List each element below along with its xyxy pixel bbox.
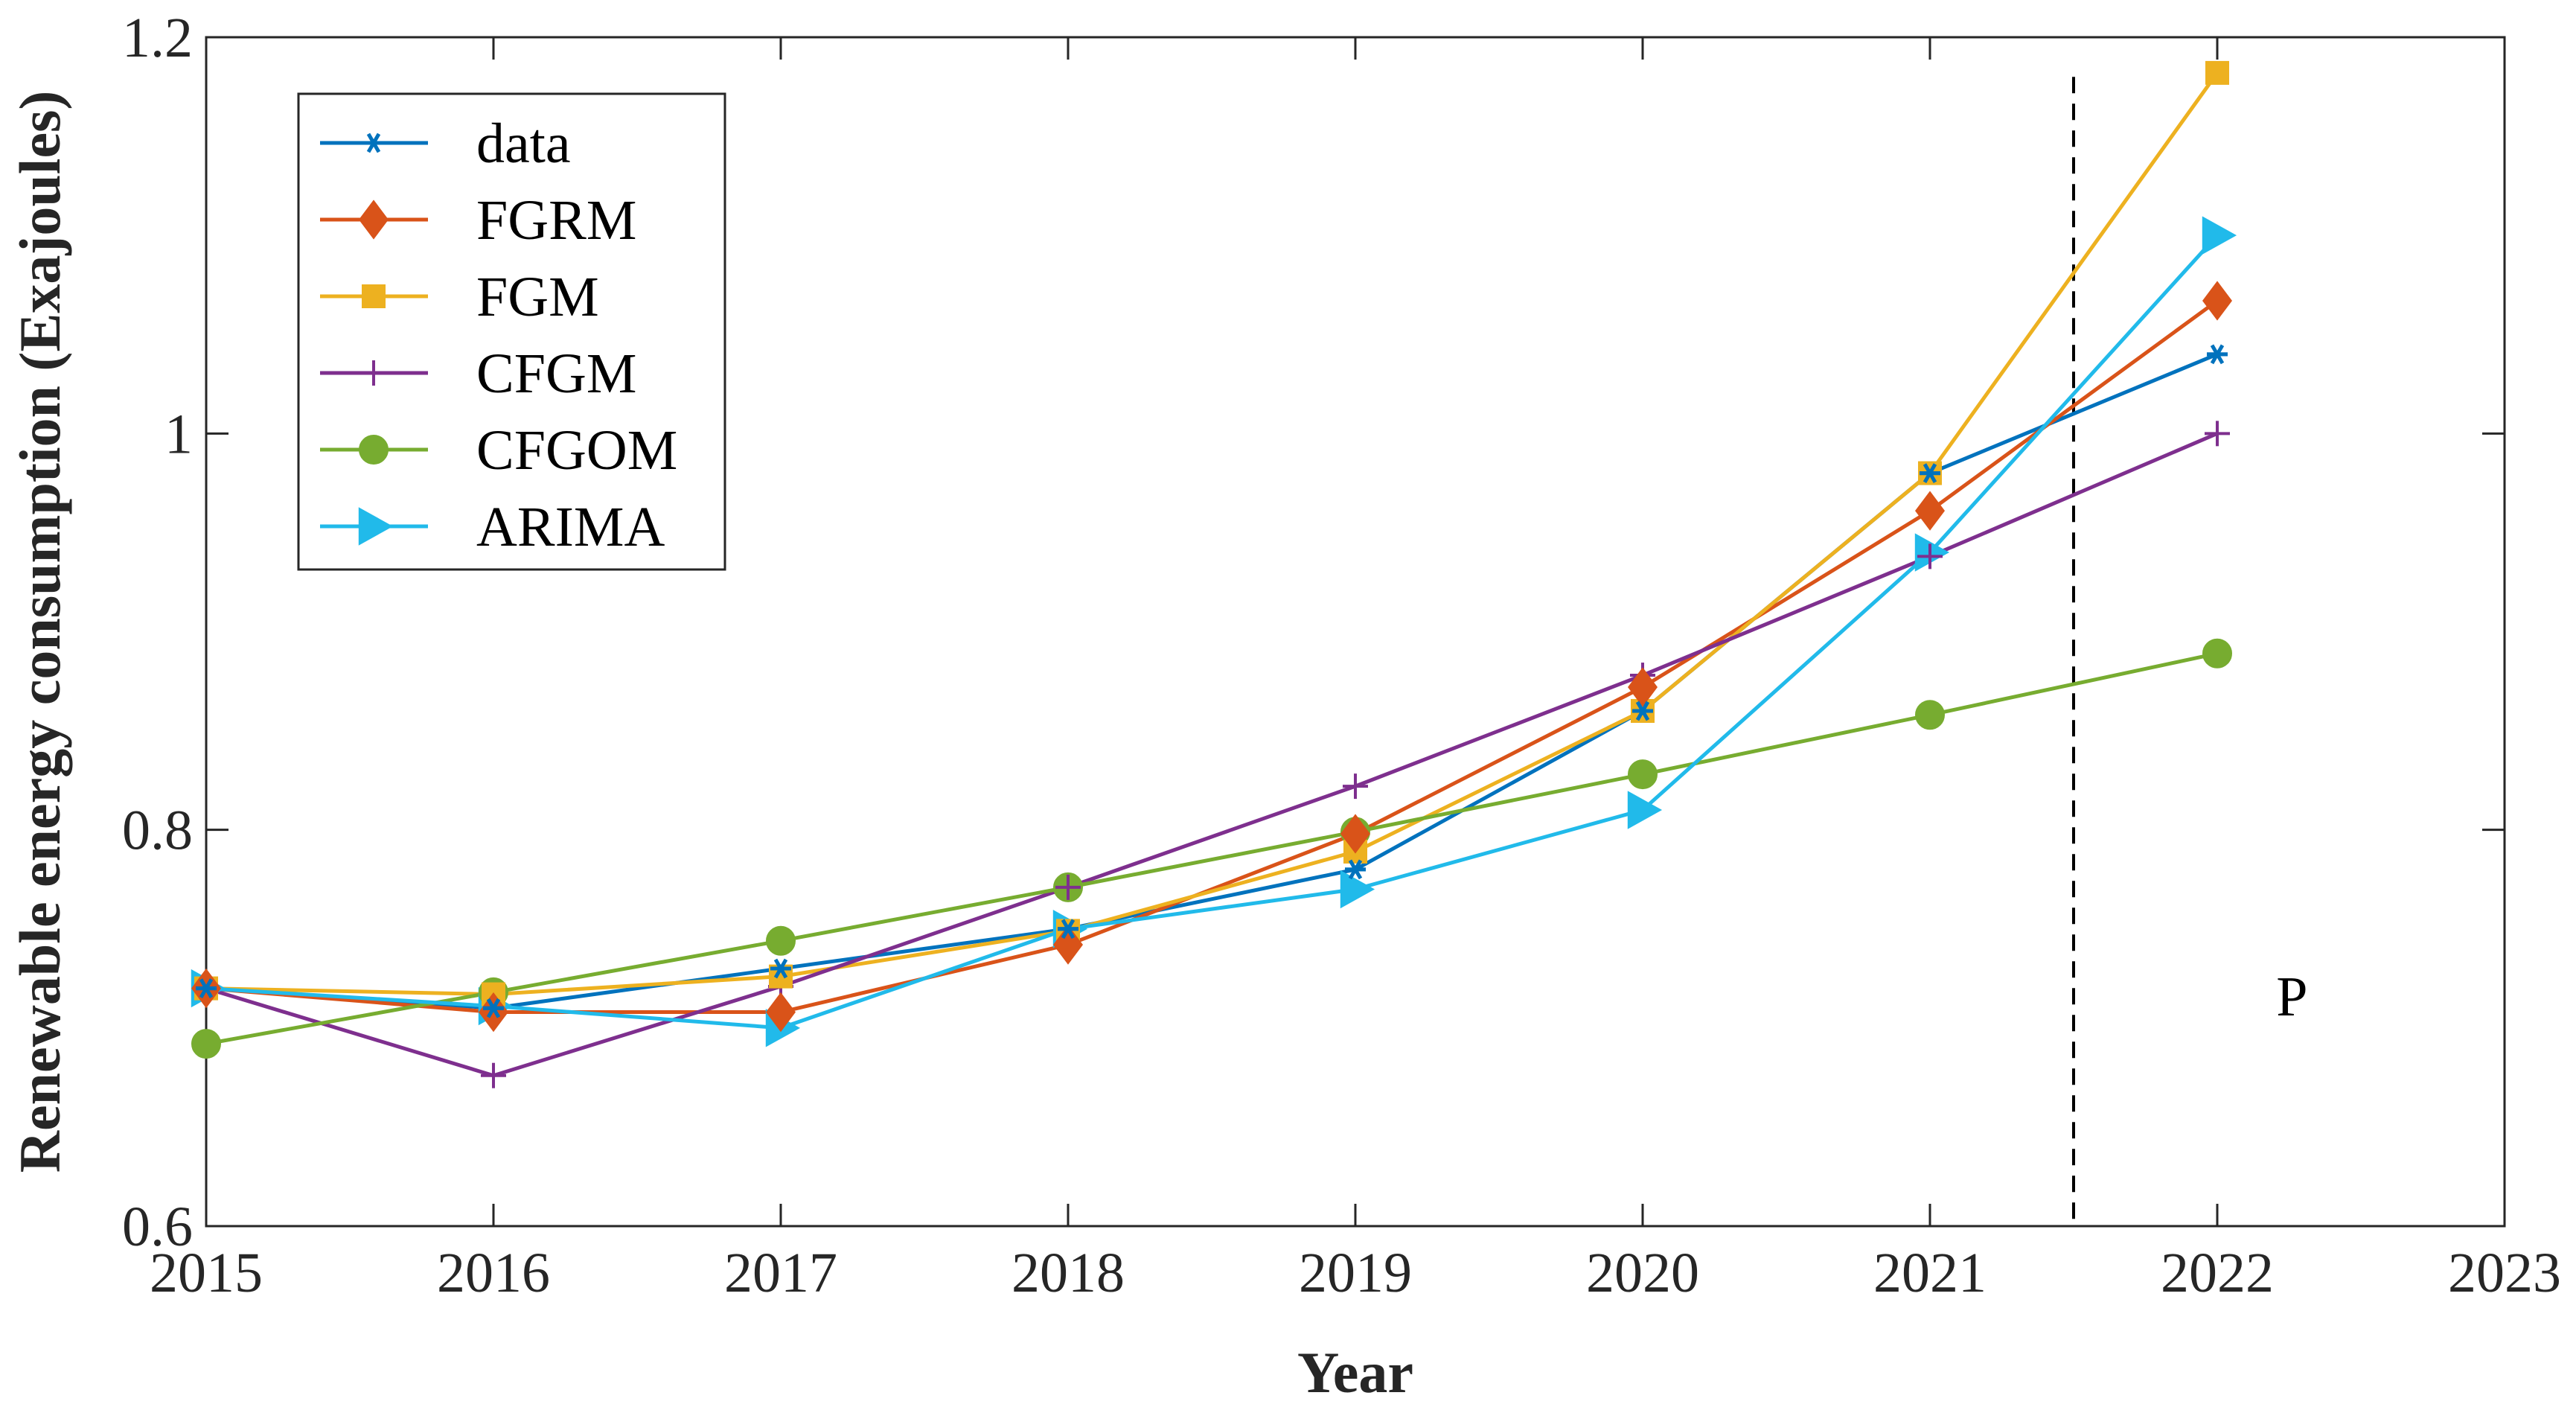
point-cfgom: [1628, 759, 1658, 790]
point-arima: [1914, 533, 1950, 572]
point-fgrm: [1915, 491, 1945, 531]
legend-label-cfgm: CFGM: [476, 342, 636, 405]
point-fgrm: [1340, 814, 1370, 854]
point-cfgm: [481, 1062, 506, 1088]
y-tick-label: 0.8: [122, 800, 193, 862]
point-data: [2207, 344, 2228, 365]
legend-marker-fgm: [362, 284, 386, 308]
x-tick-label: 2019: [1299, 1242, 1412, 1304]
legend-marker-arima: [358, 507, 394, 546]
legend-label-fgrm: FGRM: [476, 189, 636, 252]
point-cfgm: [2205, 421, 2230, 447]
y-axis-title: Renewable energy consumption (Exajoules): [7, 91, 72, 1173]
legend-label-cfgom: CFGOM: [476, 419, 677, 482]
point-cfgom: [766, 925, 796, 956]
y-tick-label: 1: [164, 403, 193, 465]
series-line-cfgom: [205, 651, 2218, 1046]
legend-label-fgm: FGM: [476, 266, 599, 328]
point-fgrm: [1628, 667, 1658, 707]
x-tick-label: 2017: [724, 1242, 837, 1304]
point-arima: [2202, 216, 2237, 255]
legend-marker-data: [363, 133, 384, 153]
x-tick-label: 2022: [2161, 1242, 2274, 1304]
x-tick-label: 2015: [150, 1242, 263, 1304]
point-cfgm: [1917, 543, 1943, 570]
legend-label-data: data: [476, 112, 571, 175]
point-data: [196, 978, 217, 998]
series-line-fgrm: [205, 299, 2219, 1015]
series-line-cfgm: [205, 432, 2218, 1078]
x-tick-label: 2023: [2448, 1242, 2561, 1304]
point-data: [1632, 701, 1653, 721]
point-data: [1345, 859, 1366, 880]
point-data: [483, 998, 504, 1018]
point-arima: [1627, 791, 1663, 829]
series-line-fgm: [205, 71, 2219, 997]
y-tick-label: 0.6: [122, 1196, 193, 1258]
point-data: [1058, 919, 1078, 940]
y-tick-label: 1.2: [122, 7, 193, 69]
legend-label-arima: ARIMA: [476, 496, 665, 558]
x-tick-label: 2021: [1873, 1242, 1987, 1304]
point-fgrm: [766, 992, 796, 1033]
legend-marker-cfgm: [361, 360, 386, 386]
point-arima: [1340, 870, 1375, 909]
x-tick-label: 2018: [1011, 1242, 1125, 1304]
annotation-label: P: [2276, 966, 2307, 1028]
point-data: [1920, 463, 1940, 483]
x-tick-label: 2020: [1586, 1242, 1699, 1304]
series-line-arima: [205, 234, 2219, 1030]
point-cfgom: [191, 1029, 221, 1059]
legend-box: [297, 92, 726, 571]
point-cfgm: [1343, 773, 1368, 800]
x-tick-label: 2016: [437, 1242, 550, 1304]
point-fgrm: [2202, 281, 2232, 321]
legend-marker-cfgom: [359, 435, 389, 465]
point-fgm: [2205, 60, 2229, 85]
point-fgrm: [1053, 925, 1083, 965]
point-fgrm: [479, 992, 508, 1033]
point-data: [770, 958, 791, 979]
point-cfgom: [1915, 700, 1945, 730]
legend-marker-fgrm: [359, 200, 389, 240]
point-cfgm: [1055, 874, 1081, 900]
x-axis-title: Year: [1297, 1340, 1413, 1405]
point-cfgom: [2202, 638, 2232, 669]
